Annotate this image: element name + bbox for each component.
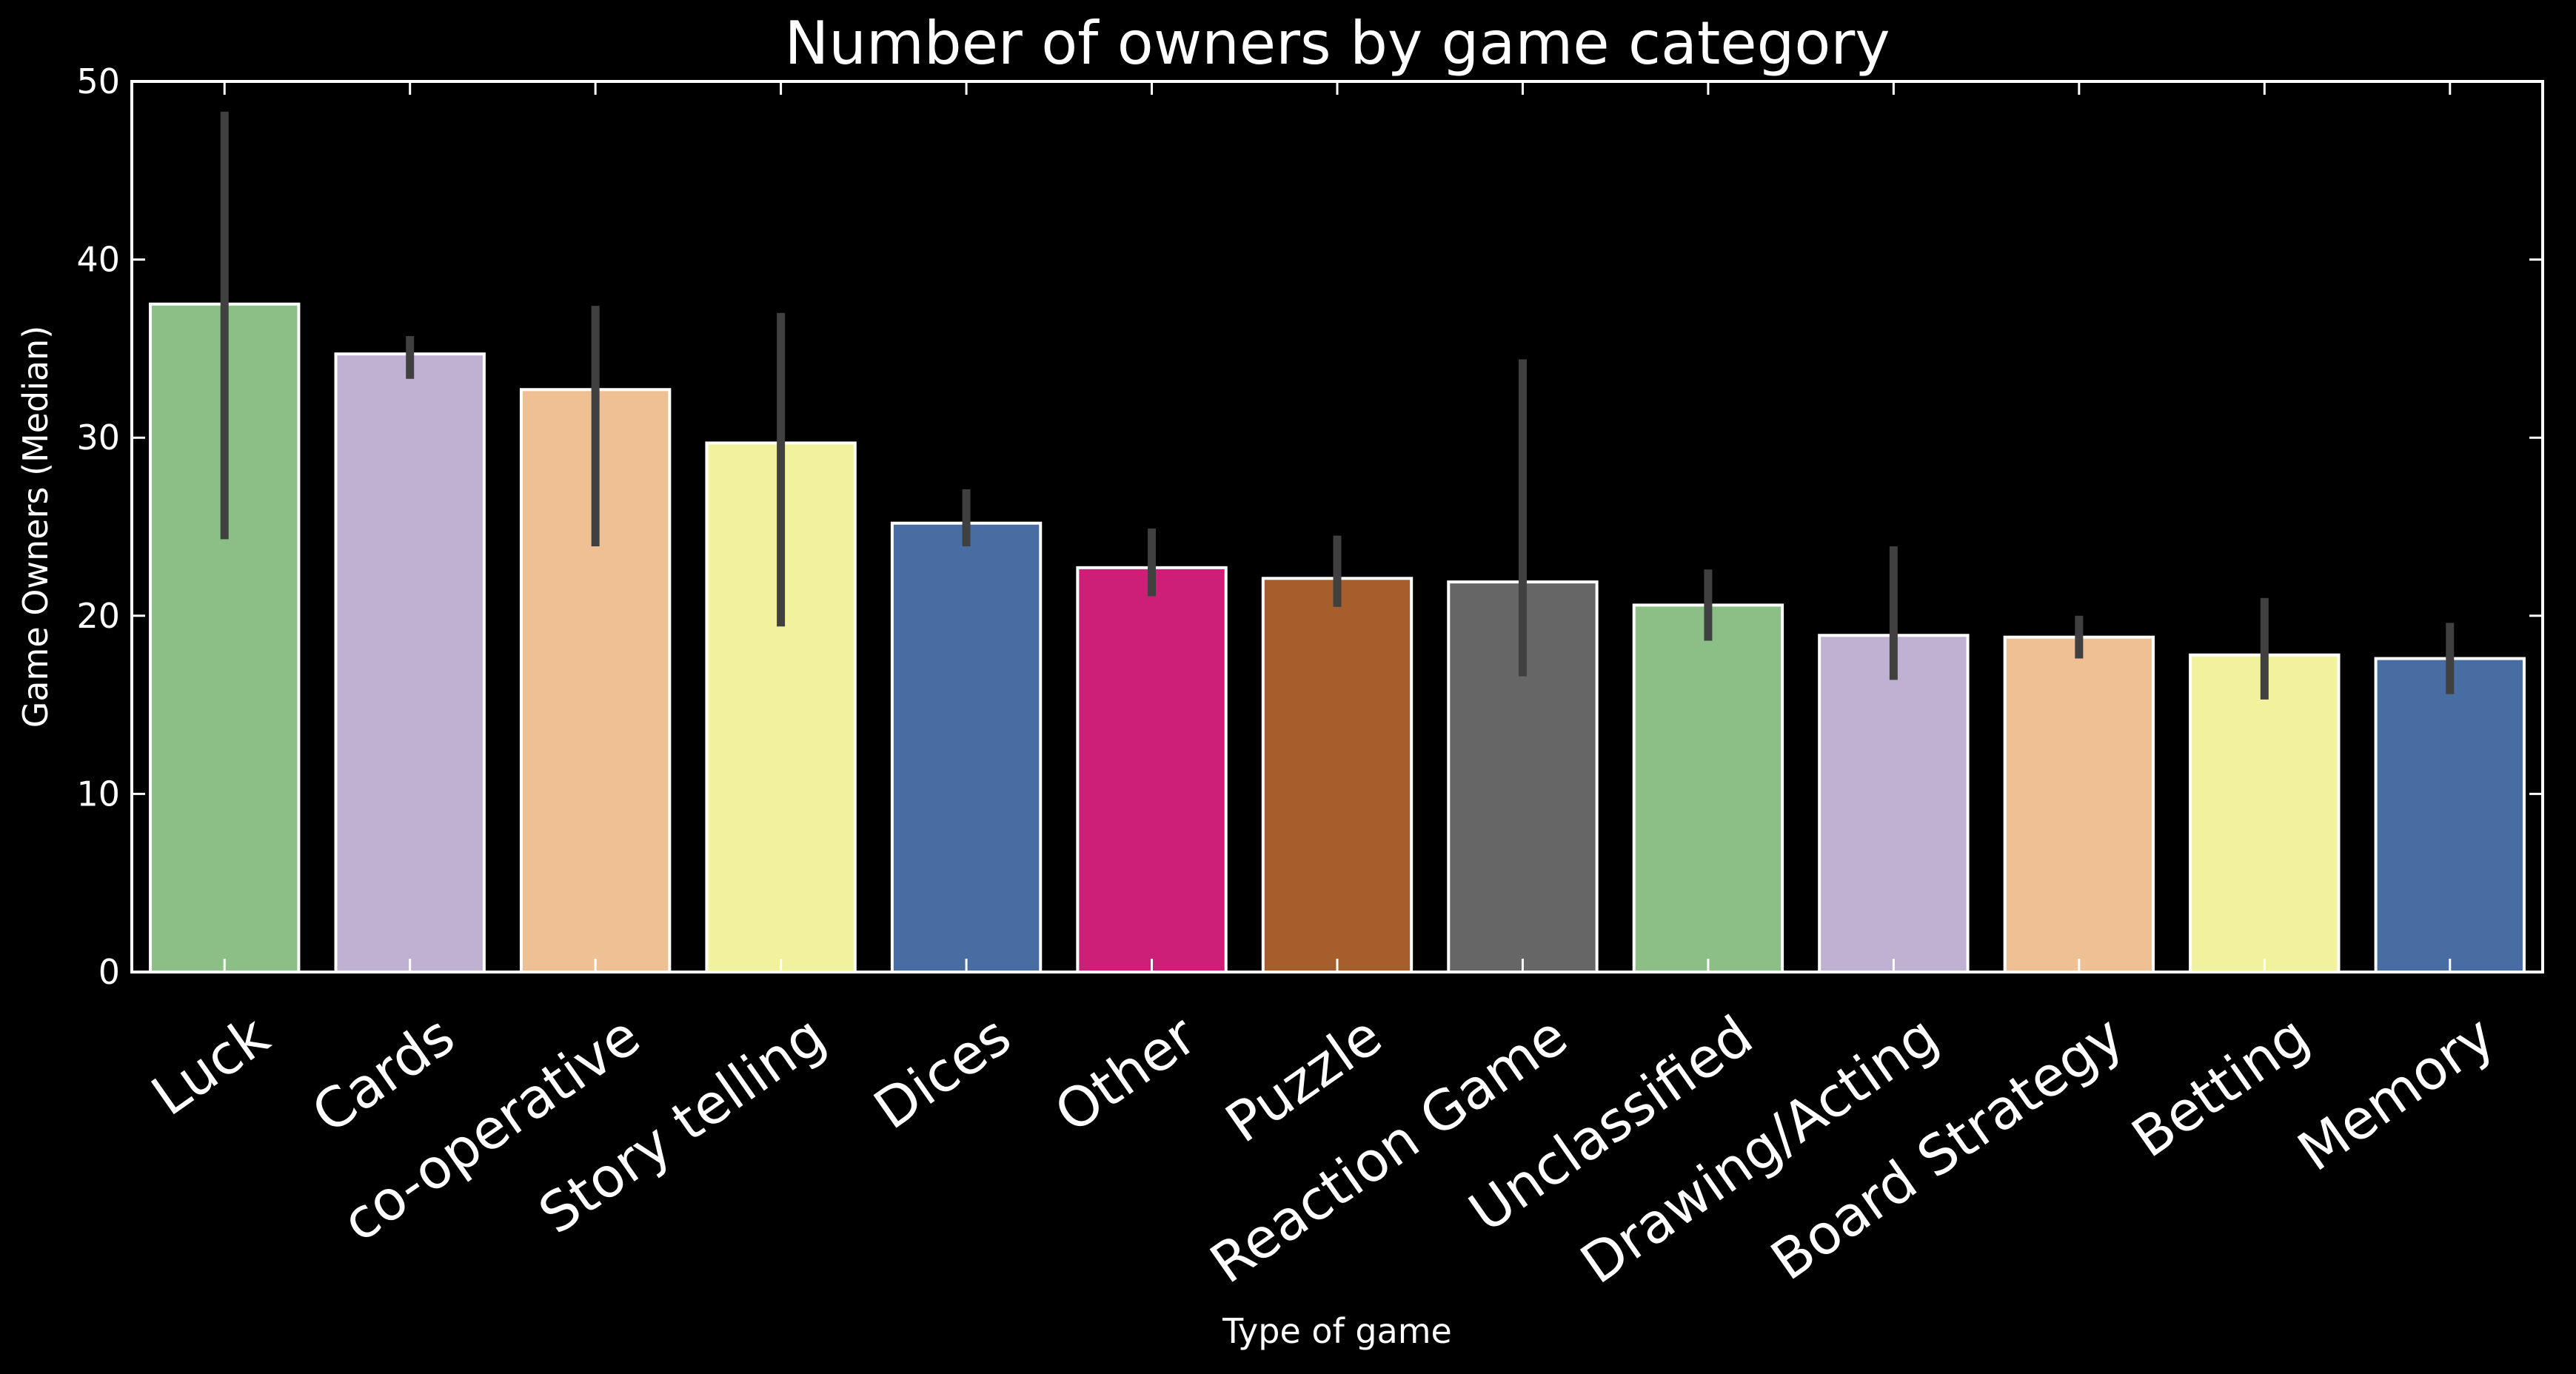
y-tick-label-2: 20 (76, 596, 120, 636)
bar-1 (334, 352, 486, 974)
bar-8 (1632, 603, 1784, 973)
bar-11 (2189, 653, 2341, 973)
x-axis-label: Type of game (1222, 1311, 1452, 1351)
bar-10 (2003, 635, 2155, 973)
y-tick-label-3: 30 (76, 418, 120, 458)
chart-title: Number of owners by game category (784, 9, 1890, 78)
y-ticks-group: 0 10 20 30 40 50 (76, 61, 2543, 992)
y-tick-label-4: 40 (76, 240, 120, 280)
bar-6 (1261, 577, 1414, 973)
bar-9 (1818, 634, 1970, 973)
bar-12 (2374, 657, 2526, 973)
bars-group (149, 302, 2526, 974)
error-bars-group (220, 111, 2455, 700)
y-tick-label-1: 10 (76, 774, 120, 814)
bar-4 (890, 521, 1043, 973)
y-tick-label-5: 50 (76, 61, 120, 101)
y-tick-label-0: 0 (98, 952, 120, 992)
bar-5 (1076, 566, 1228, 973)
y-axis-label: Game Owners (Median) (16, 326, 56, 728)
plot-frame (130, 80, 2544, 973)
